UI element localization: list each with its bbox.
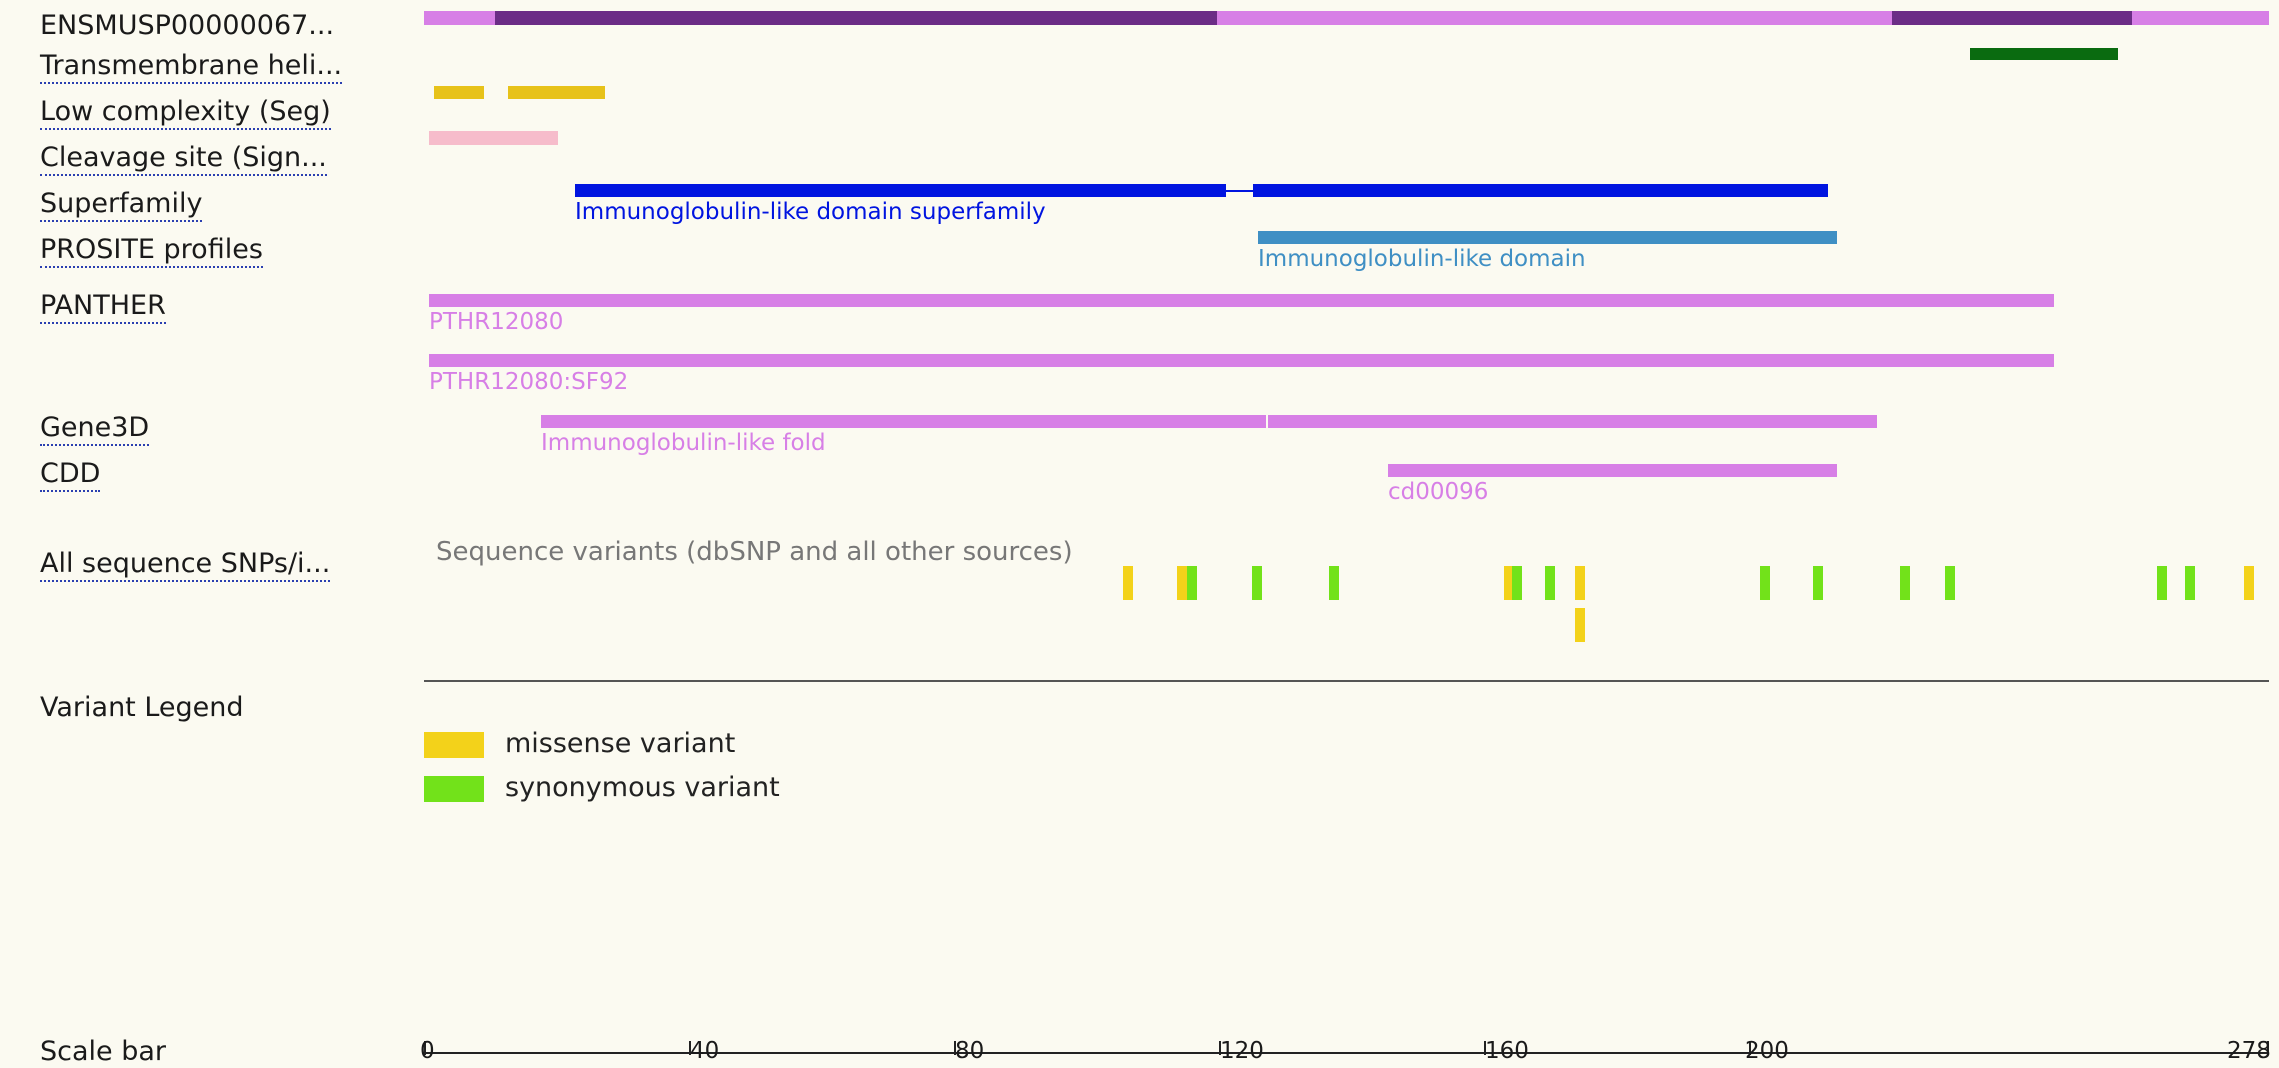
synonymous-variant[interactable] (1329, 566, 1339, 600)
synonymous-variant[interactable] (1900, 566, 1910, 600)
synonymous-variant[interactable] (1945, 566, 1955, 600)
synonymous-legend-label: synonymous variant (505, 772, 780, 803)
track-label-low-complexity[interactable]: Low complexity (Seg) (40, 96, 331, 130)
synonymous-variant[interactable] (2157, 566, 2167, 600)
prosite-feature-label: Immunoglobulin-like domain (1258, 246, 1586, 272)
low-complexity-bar-2[interactable] (508, 86, 605, 99)
snps-caption: Sequence variants (dbSNP and all other s… (436, 537, 1073, 567)
synonymous-variant[interactable] (2185, 566, 2195, 600)
missense-legend-label: missense variant (505, 728, 736, 759)
synonymous-variant[interactable] (1760, 566, 1770, 600)
cleavage-site-bar[interactable] (429, 131, 558, 145)
scale-tick-label: 120 (1220, 1038, 1264, 1064)
panther-bar-2[interactable] (429, 354, 2054, 367)
protein-region-2[interactable] (1892, 11, 2132, 25)
track-label-superfamily[interactable]: Superfamily (40, 188, 203, 222)
protein-region-1[interactable] (495, 11, 1217, 25)
missense-variant[interactable] (1575, 608, 1585, 642)
prosite-bar[interactable] (1258, 231, 1837, 244)
synonymous-variant[interactable] (1545, 566, 1555, 600)
missense-variant[interactable] (1177, 566, 1187, 600)
synonymous-variant[interactable] (1187, 566, 1197, 600)
panther-bar-1[interactable] (429, 294, 2054, 307)
scale-tick-label: 278 (2227, 1038, 2271, 1064)
superfamily-feature-label: Immunoglobulin-like domain superfamily (575, 199, 1046, 225)
scale-tick-label: 0 (420, 1038, 435, 1064)
legend-divider (424, 680, 2269, 682)
panther-feature-label-1: PTHR12080 (429, 309, 564, 335)
panther-feature-label-2: PTHR12080:SF92 (429, 369, 629, 395)
superfamily-connector (1226, 190, 1253, 192)
missense-variant[interactable] (2244, 566, 2254, 600)
scale-tick-label: 200 (1745, 1038, 1789, 1064)
transmembrane-helix-bar[interactable] (1970, 48, 2118, 60)
low-complexity-bar-1[interactable] (434, 86, 484, 99)
track-label-cleavage-site[interactable]: Cleavage site (Sign... (40, 142, 327, 176)
track-label-protein: ENSMUSP00000067... (40, 10, 335, 41)
synonymous-variant[interactable] (1813, 566, 1823, 600)
track-label-panther[interactable]: PANTHER (40, 290, 166, 324)
synonymous-legend-swatch (424, 776, 484, 802)
track-label-snps[interactable]: All sequence SNPs/i... (40, 548, 331, 582)
missense-variant[interactable] (1504, 566, 1514, 600)
scale-tick-label: 160 (1485, 1038, 1529, 1064)
track-label-variant-legend: Variant Legend (40, 692, 244, 723)
cdd-bar[interactable] (1388, 464, 1837, 477)
gene3d-bar-2[interactable] (1268, 415, 1877, 428)
track-label-prosite[interactable]: PROSITE profiles (40, 234, 263, 268)
superfamily-bar-1[interactable] (575, 184, 1226, 197)
synonymous-variant[interactable] (1252, 566, 1262, 600)
synonymous-variant[interactable] (1512, 566, 1522, 600)
track-label-cdd[interactable]: CDD (40, 458, 101, 492)
missense-variant[interactable] (1575, 566, 1585, 600)
track-label-gene3d[interactable]: Gene3D (40, 412, 150, 446)
cdd-feature-label: cd00096 (1388, 479, 1489, 505)
superfamily-bar-2[interactable] (1253, 184, 1828, 197)
track-label-transmembrane[interactable]: Transmembrane heli... (40, 50, 343, 84)
scale-tick-label: 80 (955, 1038, 985, 1064)
gene3d-feature-label: Immunoglobulin-like fold (541, 430, 826, 456)
gene3d-bar-1[interactable] (541, 415, 1266, 428)
scale-tick-label: 40 (690, 1038, 720, 1064)
track-label-scale-bar: Scale bar (40, 1036, 167, 1067)
missense-legend-swatch (424, 732, 484, 758)
missense-variant[interactable] (1123, 566, 1133, 600)
